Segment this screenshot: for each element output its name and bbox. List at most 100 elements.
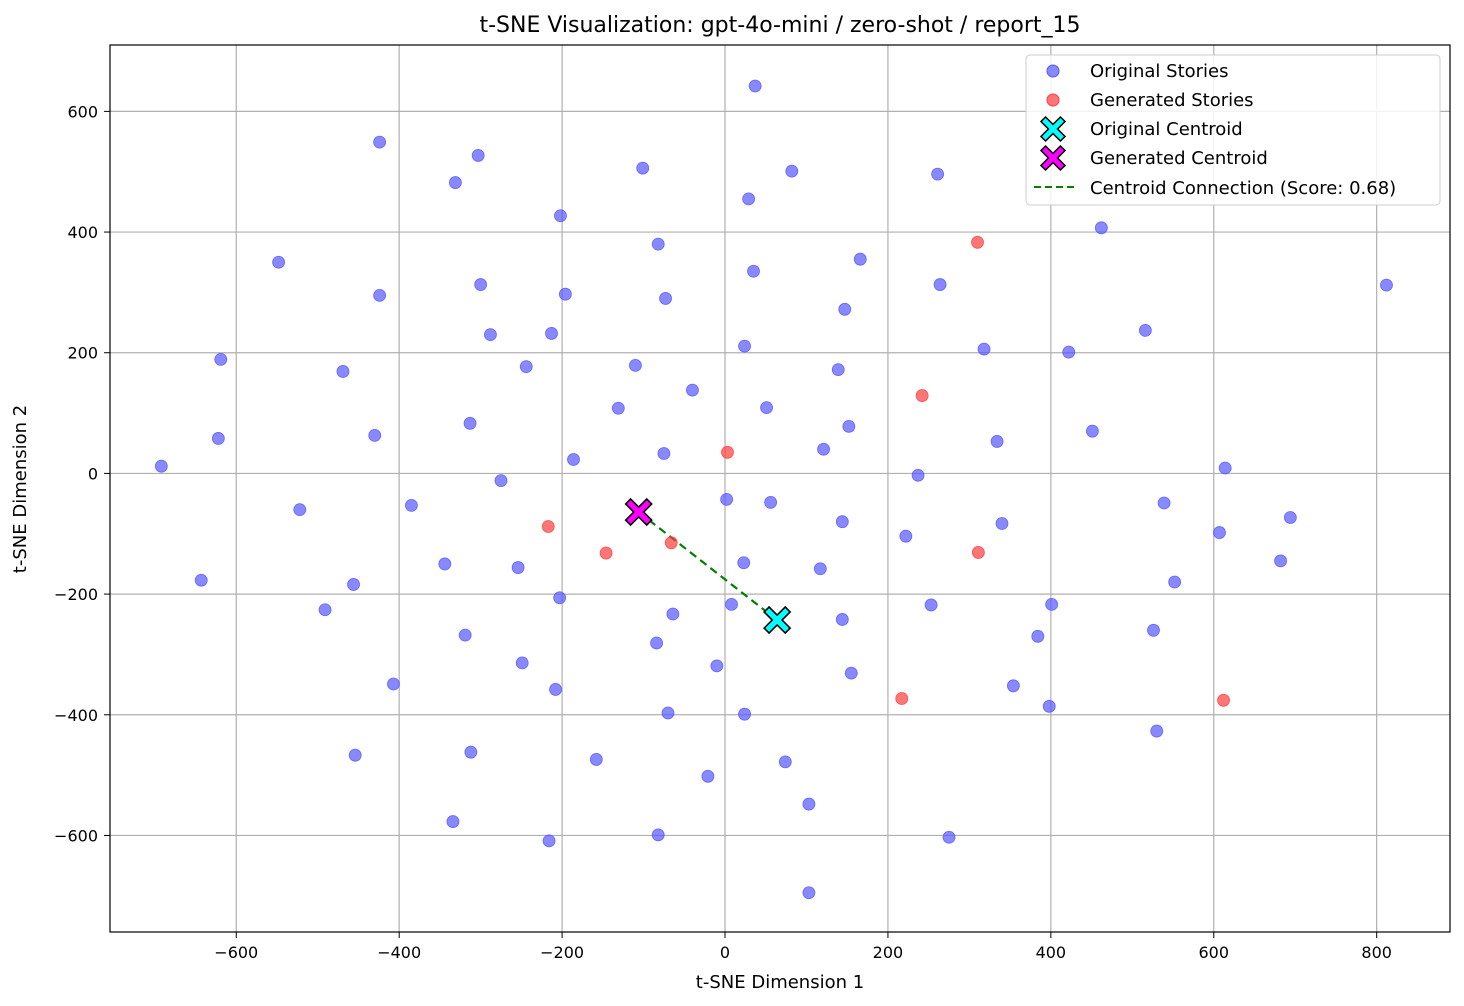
x-tick-label: −600: [214, 943, 258, 962]
y-axis-label: t-SNE Dimension 2: [10, 405, 31, 573]
original-story-point: [494, 474, 508, 488]
generated-story-point: [599, 546, 613, 560]
original-story-point: [542, 834, 556, 848]
original-story-point: [484, 328, 497, 342]
y-tick-label: 200: [67, 344, 98, 363]
generated-story-point: [721, 445, 734, 459]
centroid-markers: [624, 497, 792, 635]
legend-original-centroid-label: Original Centroid: [1090, 119, 1243, 140]
original-story-point: [785, 164, 799, 178]
original-story-point: [760, 401, 773, 415]
legend-generated-label: Generated Stories: [1090, 90, 1254, 111]
original-story-point: [554, 209, 567, 223]
original-story-point: [463, 416, 477, 430]
plot-frame: [109, 44, 1451, 933]
legend-generated-centroid-label: Generated Centroid: [1090, 148, 1268, 169]
original-story-point: [1283, 511, 1297, 524]
original-story-point: [1094, 221, 1108, 235]
original-story-point: [373, 135, 387, 149]
original-story-point: [933, 278, 947, 291]
legend: Original Stories Generated Stories Origi…: [1025, 54, 1441, 206]
original-story-point: [438, 557, 452, 571]
original-story-point: [1085, 424, 1099, 438]
original-story-point: [387, 677, 400, 691]
original-story-point: [831, 363, 845, 377]
original-story-point: [1168, 575, 1182, 589]
original-story-point: [1031, 629, 1045, 643]
original-story-point: [515, 656, 529, 670]
original-story-point: [1274, 554, 1287, 568]
original-story-point: [747, 264, 760, 278]
y-tick-label: −400: [54, 706, 98, 725]
x-tick-label: 200: [873, 943, 904, 962]
original-story-point: [458, 628, 472, 642]
original-story-point: [293, 503, 307, 517]
original-story-point: [272, 255, 286, 269]
original-story-point: [1218, 461, 1232, 475]
y-tick-label: 400: [67, 223, 98, 242]
original-story-point: [448, 176, 462, 189]
chart-title: t-SNE Visualization: gpt-4o-mini / zero-…: [479, 13, 1080, 38]
original-story-point: [589, 753, 603, 766]
generated-story-point: [915, 389, 929, 402]
original-story-point: [318, 603, 332, 617]
original-story-point: [194, 573, 208, 587]
original-story-point: [666, 607, 680, 621]
original-story-point: [931, 167, 945, 181]
original-story-point: [211, 432, 225, 445]
original-story-point: [446, 815, 460, 828]
original-story-point: [995, 517, 1009, 530]
original-story-point: [154, 459, 168, 473]
original-story-point: [651, 237, 665, 251]
original-story-point: [336, 365, 350, 378]
x-tick-label: 400: [1036, 943, 1067, 962]
original-story-point: [764, 495, 778, 509]
legend-original-centroid-marker: [1039, 115, 1067, 143]
original-story-point: [1045, 597, 1059, 611]
original-story-point: [368, 429, 382, 442]
legend-original-label: Original Stories: [1090, 61, 1229, 82]
original-story-point: [838, 302, 852, 316]
original-centroid-marker: [763, 605, 792, 635]
original-story-point: [611, 401, 625, 415]
original-story-point: [347, 578, 360, 591]
x-tick-label: 600: [1198, 943, 1229, 962]
original-story-point: [1213, 526, 1226, 539]
centroid-connection-line: [637, 511, 778, 621]
x-tick-label: 800: [1361, 943, 1392, 962]
x-tick-label: −200: [540, 943, 584, 962]
original-story-point: [657, 447, 671, 460]
centroid-connection-layer: [637, 511, 778, 621]
original-story-point: [558, 287, 572, 301]
original-story-point: [650, 636, 663, 650]
original-story-point: [661, 706, 675, 720]
generated-story-point: [664, 536, 678, 550]
original-story-point: [549, 683, 562, 696]
original-story-point: [659, 292, 672, 305]
original-story-point: [725, 597, 738, 611]
original-story-point: [1380, 278, 1393, 292]
original-story-point: [1006, 679, 1020, 693]
generated-story-point: [1217, 693, 1230, 707]
original-story-point: [742, 192, 756, 206]
original-story-point: [464, 745, 478, 759]
generated-centroid-marker: [624, 497, 653, 527]
legend-generated-centroid-marker: [1039, 144, 1067, 172]
original-story-point: [778, 755, 792, 769]
x-tick-label: 0: [720, 943, 730, 962]
original-story-point: [817, 442, 830, 456]
original-story-point: [1042, 699, 1056, 713]
original-story-point: [977, 342, 991, 356]
original-story-point: [1138, 324, 1152, 337]
original-story-point: [802, 886, 816, 900]
x-tick-label: −400: [377, 943, 421, 962]
original-story-point: [651, 828, 665, 842]
original-story-point: [545, 327, 558, 340]
original-story-point: [720, 492, 734, 506]
original-story-point: [348, 748, 362, 762]
original-story-point: [636, 161, 650, 175]
generated-story-point: [541, 520, 555, 533]
original-story-point: [474, 278, 488, 291]
original-story-point: [519, 360, 533, 374]
